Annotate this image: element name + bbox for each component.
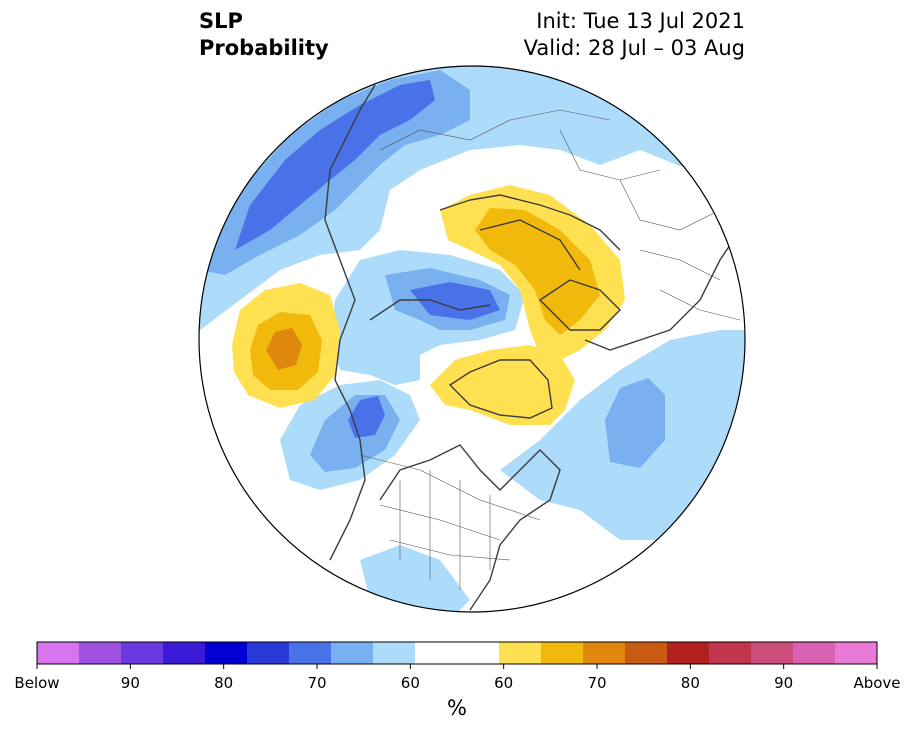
colorbar-segment: [415, 642, 458, 664]
colorbar-segment: [541, 642, 584, 664]
colorbar-tick-label: Below: [14, 674, 60, 692]
colorbar-tick-label: 90: [120, 674, 140, 692]
colorbar-tick-label: 60: [400, 674, 420, 692]
colorbar-tick-label: 90: [774, 674, 794, 692]
colorbar-tick-label: 60: [494, 674, 514, 692]
colorbar-segment: [205, 642, 248, 664]
borders: [359, 109, 741, 590]
colorbar-unit: %: [447, 696, 467, 720]
colorbar-segment: [457, 642, 500, 664]
colorbar-segment: [79, 642, 122, 664]
colorbar-segment: [793, 642, 836, 664]
colorbar-tick-label: 80: [214, 674, 234, 692]
colorbar-tick-label: 70: [307, 674, 327, 692]
colorbar-segment: [373, 642, 416, 664]
colorbar-segment: [499, 642, 542, 664]
colorbar-segment: [331, 642, 374, 664]
below-region-pacific-core: [235, 80, 435, 250]
colorbar-segment: [37, 642, 80, 664]
colorbar-segment: [121, 642, 164, 664]
colorbar-segment: [835, 642, 878, 664]
polar-map: [198, 65, 746, 613]
init-date: Init: Tue 13 Jul 2021: [536, 9, 745, 33]
coastlines: [324, 84, 741, 611]
below-region-atlantic-mid: [605, 378, 665, 468]
colorbar-segment: [163, 642, 206, 664]
colorbar-tick-label: 70: [587, 674, 607, 692]
chart-dates: Init: Tue 13 Jul 2021 Valid: 28 Jul – 03…: [524, 8, 745, 62]
colorbar-segments: [37, 642, 878, 664]
colorbar-segment: [625, 642, 668, 664]
colorbar-tick-label: 80: [680, 674, 700, 692]
above-region-greenland: [430, 345, 575, 425]
globe-outline: [198, 65, 746, 613]
chart-title: SLP Probability: [199, 8, 329, 62]
below-region-canada-core: [348, 396, 385, 438]
colorbar-tick-label: Above: [853, 674, 901, 692]
below-region-arctic-core: [410, 282, 500, 320]
colorbar-segment: [247, 642, 290, 664]
colorbar-segment: [667, 642, 710, 664]
colorbar-segment: [751, 642, 794, 664]
above-region-pacific-core: [266, 328, 302, 370]
above-region-siberia-mid: [475, 208, 600, 335]
colorbar-segment: [289, 642, 332, 664]
colorbar-ticks: [36, 664, 878, 669]
colorbar-segment: [583, 642, 626, 664]
probability-fields: [199, 66, 745, 612]
title-line-1: SLP: [199, 9, 243, 33]
valid-date: Valid: 28 Jul – 03 Aug: [523, 36, 745, 60]
title-line-2: Probability: [199, 36, 329, 60]
colorbar-segment: [709, 642, 752, 664]
colorbar-frame: [36, 641, 878, 665]
